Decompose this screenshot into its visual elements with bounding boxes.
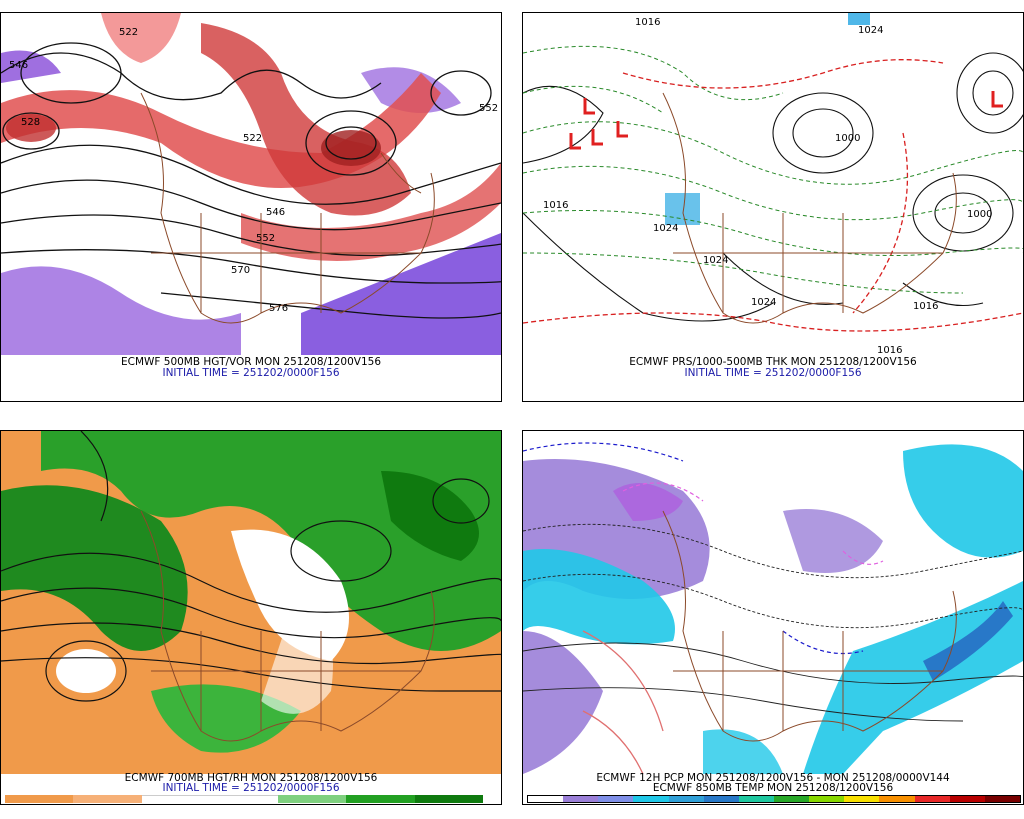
initial-time-label: INITIAL TIME = 251202/0000F156 <box>162 367 340 379</box>
contour-label: 522 <box>243 133 262 144</box>
colorbar-segment <box>278 795 347 803</box>
rh-colorbar <box>5 795 483 804</box>
precip-colorbar <box>527 795 1021 803</box>
contour-label: 570 <box>231 265 250 276</box>
contour-label: 552 <box>479 103 498 114</box>
contour-label: 576 <box>269 303 288 314</box>
contour-label: 1024 <box>703 255 728 266</box>
contour-label: 1024 <box>858 25 883 36</box>
panel-caption: ECMWF 12H PCP MON 251208/1200V156 - MON … <box>596 772 950 784</box>
map-700mb <box>1 431 501 774</box>
colorbar-segment <box>879 796 915 802</box>
contour-label: 1024 <box>751 297 776 308</box>
contour-label: 1000 <box>835 133 860 144</box>
colorbar-segment <box>209 795 279 804</box>
contour-label: 1016 <box>877 345 902 355</box>
contour-label: 546 <box>266 207 285 218</box>
colorbar-segment <box>773 796 810 802</box>
colorbar-segment <box>346 795 415 803</box>
map-pcp <box>523 431 1023 774</box>
colorbar-segment <box>598 796 634 802</box>
colorbar-segment <box>528 796 564 802</box>
colorbar-segment <box>668 796 704 802</box>
panel-500mb-hgt-vor: 546 522 528 522 546 552 570 576 552 ECMW… <box>0 12 502 402</box>
initial-time-label: INITIAL TIME = 251202/0000F156 <box>684 367 862 379</box>
contour-label: 522 <box>119 27 138 38</box>
colorbar-segment <box>5 795 74 803</box>
colorbar-segment <box>809 796 845 802</box>
colorbar-segment <box>984 796 1020 802</box>
panel-pcp-850-temp: ECMWF 12H PCP MON 251208/1200V156 - MON … <box>522 430 1024 805</box>
panel-700mb-hgt-rh: ECMWF 700MB HGT/RH MON 251208/1200V156 I… <box>0 430 502 805</box>
colorbar-segment <box>414 795 483 803</box>
colorbar-segment <box>949 796 985 802</box>
panel-subcaption: ECMWF 850MB TEMP MON 251208/1200V156 <box>652 782 894 794</box>
contour-label: 1016 <box>635 17 660 28</box>
contour-label: 1016 <box>543 200 568 211</box>
map-500mb: 546 522 528 522 546 552 570 576 552 <box>1 13 501 355</box>
panel-caption: ECMWF 700MB HGT/RH MON 251208/1200V156 <box>124 772 378 784</box>
contour-label: 546 <box>9 60 28 71</box>
colorbar-segment <box>703 796 739 802</box>
contour-label: 1000 <box>967 209 992 220</box>
contour-label: 1024 <box>653 223 678 234</box>
colorbar-segment <box>844 796 880 802</box>
colorbar-segment <box>914 796 950 802</box>
contour-label: 1016 <box>913 301 938 312</box>
colorbar-segment <box>141 795 210 804</box>
colorbar-segment <box>633 796 669 802</box>
contour-label: 552 <box>256 233 275 244</box>
colorbar-segment <box>73 795 142 803</box>
panel-prs-thk: 1016 1024 1024 1024 1016 1000 1024 1000 … <box>522 12 1024 402</box>
map-prs-thk: 1016 1024 1024 1024 1016 1000 1024 1000 … <box>523 13 1023 355</box>
colorbar-segment <box>563 796 599 802</box>
initial-time-label: INITIAL TIME = 251202/0000F156 <box>162 782 340 794</box>
panel-caption: ECMWF 500MB HGT/VOR MON 251208/1200V156 <box>120 356 381 368</box>
panel-caption: ECMWF PRS/1000-500MB THK MON 251208/1200… <box>629 356 917 368</box>
contour-label: 528 <box>21 117 40 128</box>
colorbar-segment <box>738 796 774 802</box>
